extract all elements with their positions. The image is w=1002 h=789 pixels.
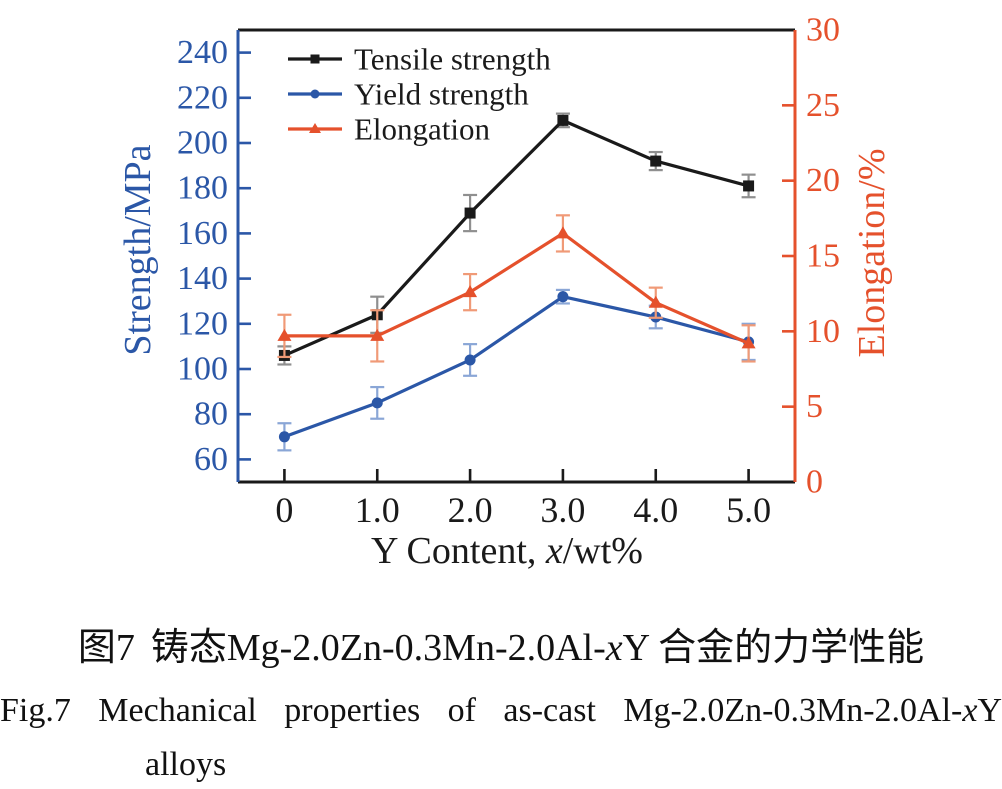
tensile-strength-marker bbox=[464, 207, 476, 219]
left-axis-tick-label: 160 bbox=[177, 215, 228, 252]
elongation-marker bbox=[648, 295, 663, 308]
legend-label-tensile-strength: Tensile strength bbox=[354, 42, 551, 77]
left-axis-tick-label: 140 bbox=[177, 260, 228, 297]
right-axis-tick-label: 15 bbox=[806, 238, 840, 275]
yield-strength-marker bbox=[371, 397, 383, 409]
caption-english-line2: alloys bbox=[145, 746, 227, 783]
elongation-series bbox=[277, 214, 756, 363]
elongation-marker bbox=[463, 285, 478, 298]
left-axis-tick-label: 200 bbox=[177, 125, 228, 162]
caption-english-italic-x: x bbox=[962, 692, 978, 729]
yield-strength-line bbox=[283, 295, 749, 439]
legend-elongation-marker bbox=[309, 123, 321, 133]
legend-yield-strength-marker bbox=[310, 89, 320, 99]
x-axis-tick-label: 1.0 bbox=[355, 490, 400, 530]
yield-strength-marker bbox=[464, 354, 476, 366]
legend-tensile-strength-marker bbox=[310, 54, 320, 64]
caption-chinese-fig-label: 图7 bbox=[77, 627, 135, 669]
x-axis-title: Y Content, x/wt% bbox=[371, 530, 643, 572]
right-axis-tick-label: 5 bbox=[806, 388, 823, 425]
legend-label-yield-strength: Yield strength bbox=[354, 77, 529, 112]
caption-english-text: Mechanical properties of as-cast Mg-2.0Z… bbox=[98, 692, 963, 729]
left-axis-tick-label: 180 bbox=[177, 170, 228, 207]
right-axis-title: Elongation/% bbox=[851, 149, 893, 358]
caption-chinese-italic-x: x bbox=[605, 627, 623, 669]
caption-english-line1: Fig.7 Mechanical properties of as-cast M… bbox=[0, 692, 1002, 730]
elongation-marker bbox=[370, 328, 385, 341]
right-axis-tick-label: 0 bbox=[806, 464, 823, 501]
left-axis-tick-label: 240 bbox=[177, 34, 228, 71]
tensile-strength-marker bbox=[557, 114, 569, 126]
yield-strength-marker bbox=[278, 431, 290, 443]
tensile-strength-marker bbox=[650, 155, 662, 167]
caption-chinese-suffix: Y 合金的力学性能 bbox=[622, 627, 925, 669]
left-axis-tick-label: 120 bbox=[177, 305, 228, 342]
tensile-strength-line bbox=[283, 118, 749, 357]
x-axis-tick-label: 3.0 bbox=[540, 490, 585, 530]
right-axis-tick-label: 10 bbox=[806, 313, 840, 350]
left-axis-tick-label: 220 bbox=[177, 79, 228, 116]
x-axis-tick-label: 4.0 bbox=[633, 490, 678, 530]
x-axis-tick-label: 2.0 bbox=[448, 490, 493, 530]
x-axis-tick-label: 5.0 bbox=[726, 490, 771, 530]
elongation-marker bbox=[741, 336, 756, 349]
yield-strength-marker bbox=[557, 291, 569, 303]
left-axis-tick-label: 60 bbox=[194, 441, 228, 478]
elongation-marker bbox=[277, 328, 292, 341]
elongation-marker bbox=[555, 226, 570, 239]
caption-chinese-text: 铸态Mg-2.0Zn-0.3Mn-2.0Al- bbox=[150, 627, 606, 669]
legend-label-elongation: Elongation bbox=[354, 112, 491, 147]
caption-english-suffix: Y bbox=[977, 692, 1002, 729]
right-axis-tick-label: 20 bbox=[806, 162, 840, 199]
right-axis-tick-label: 25 bbox=[806, 87, 840, 124]
x-axis-tick-label: 0 bbox=[275, 490, 293, 530]
caption-chinese: 图7 铸态Mg-2.0Zn-0.3Mn-2.0Al-xY 合金的力学性能 bbox=[0, 616, 1002, 671]
right-axis-tick-label: 30 bbox=[806, 12, 840, 49]
left-axis-tick-label: 80 bbox=[194, 396, 228, 433]
caption-english-fig-label: Fig.7 bbox=[0, 692, 71, 729]
left-axis-tick-label: 100 bbox=[177, 351, 228, 388]
mechanical-properties-chart: 60 80 100 120 140 160 180 200 220 240 0 5 10 15 20 25 30… bbox=[117, 12, 893, 573]
tensile-strength-marker bbox=[743, 180, 755, 192]
elongation-line bbox=[284, 231, 750, 345]
left-axis-title: Strength/MPa bbox=[117, 144, 159, 355]
